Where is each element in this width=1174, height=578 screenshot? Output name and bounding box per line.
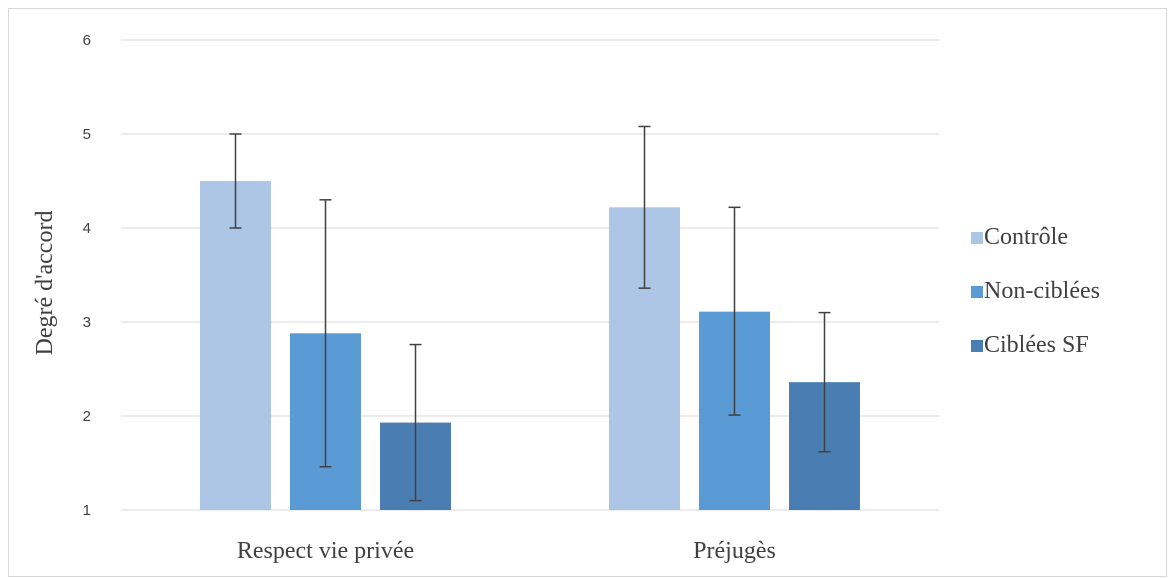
error-bar — [409, 343, 422, 502]
x-category-label: Préjugès — [693, 538, 776, 564]
chart-frame: 1 2 3 4 5 6 Respect vie privée Préjugès Degré … — [8, 8, 1167, 577]
error-bar — [638, 125, 651, 289]
legend-label: Contrôle — [984, 224, 1068, 250]
legend-swatch — [971, 232, 983, 244]
legend-label: Ciblées SF — [984, 332, 1089, 358]
legend-item: Contrôle — [971, 224, 1068, 250]
y-tick-label: 1 — [83, 502, 91, 519]
legend-label: Non-ciblées — [984, 278, 1100, 304]
y-axis-ticks: 1 2 3 4 5 6 — [83, 32, 91, 519]
error-bars — [229, 125, 831, 502]
legend-item: Ciblées SF — [971, 332, 1089, 358]
x-axis-categories: Respect vie privée Préjugès — [237, 538, 776, 564]
legend-swatch — [971, 286, 983, 298]
y-tick-label: 6 — [83, 32, 91, 49]
y-tick-label: 2 — [83, 408, 91, 425]
legend: Contrôle Non-ciblées Ciblées SF — [971, 224, 1100, 358]
y-tick-label: 3 — [83, 314, 91, 331]
y-tick-label: 5 — [83, 126, 91, 143]
bar — [200, 181, 271, 510]
error-bar — [229, 133, 242, 229]
error-bar — [818, 311, 831, 453]
legend-item: Non-ciblées — [971, 278, 1100, 304]
y-tick-label: 4 — [83, 220, 91, 237]
legend-swatch — [971, 340, 983, 352]
bar-chart: 1 2 3 4 5 6 Respect vie privée Préjugès Degré … — [32, 32, 1100, 564]
error-bar — [319, 199, 332, 468]
y-axis-title: Degré d'accord — [32, 211, 58, 356]
x-category-label: Respect vie privée — [237, 538, 414, 564]
bars — [200, 181, 860, 510]
error-bar — [728, 206, 741, 416]
